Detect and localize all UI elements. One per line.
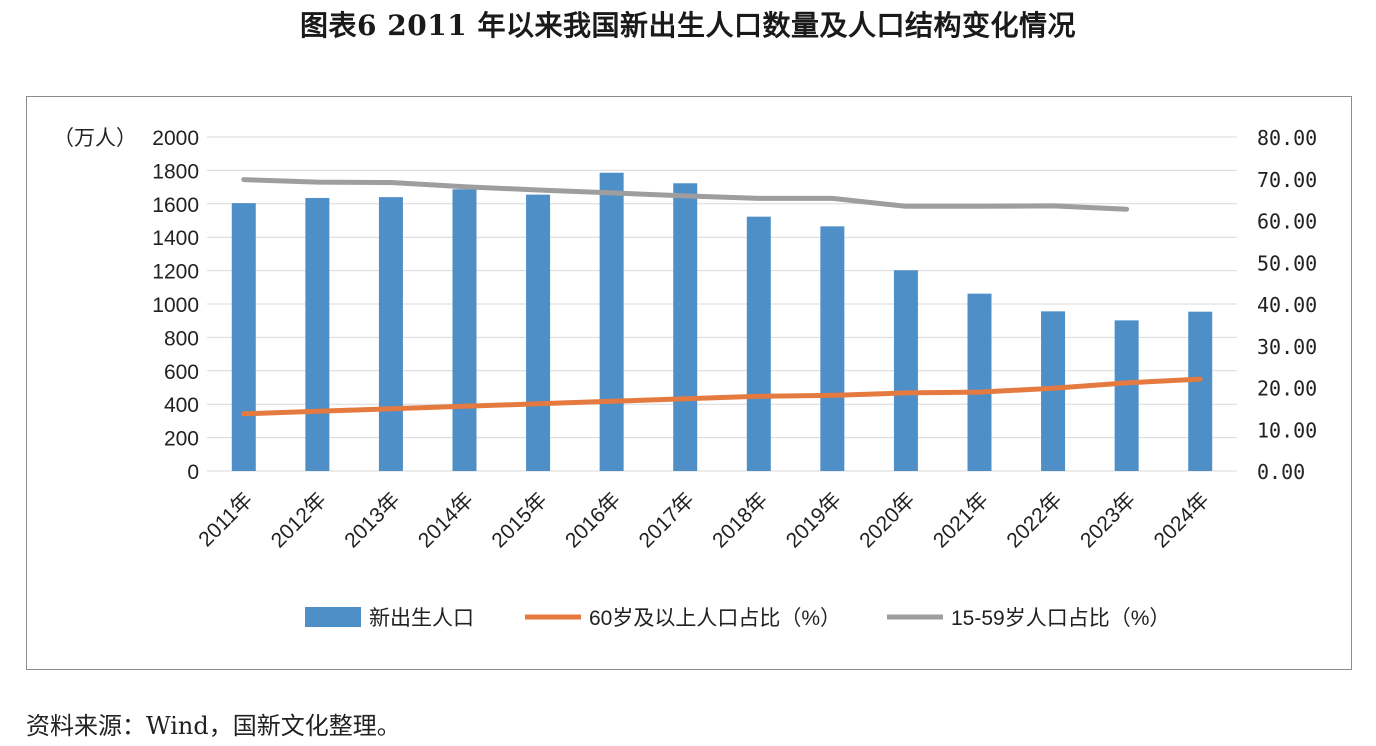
left-axis-tick-label: 1800	[152, 160, 199, 183]
page-title: 图表6 2011 年以来我国新出生人口数量及人口结构变化情况	[300, 9, 1076, 42]
bar-2020年	[893, 270, 918, 471]
left-axis-tick-label: 1200	[152, 261, 199, 284]
left-axis-tick-label: 1400	[152, 227, 199, 250]
category-label: 2020年	[855, 488, 919, 552]
bar-2011年	[231, 203, 256, 471]
category-label: 2024年	[1150, 488, 1214, 552]
right-axis-tick-label: 40.00	[1257, 293, 1317, 317]
legend-label: 新出生人口	[369, 607, 474, 630]
category-label: 2018年	[708, 488, 772, 552]
bar-2013年	[378, 197, 403, 471]
category-label: 2021年	[929, 488, 993, 552]
category-label: 2015年	[487, 488, 551, 552]
right-axis-tick-label: 60.00	[1257, 210, 1317, 234]
right-axis-tick-label: 80.00	[1257, 126, 1317, 150]
legend-swatch-bar	[305, 607, 361, 627]
right-axis-tick-label: 20.00	[1257, 377, 1317, 401]
bar-2014年	[452, 189, 477, 471]
left-axis-tick-label: 2000	[152, 127, 199, 150]
combo-chart: 0 200 400 600 800 1000 1200 1400 1600 1800 2000 （万人…	[53, 126, 1317, 630]
category-label: 2013年	[340, 488, 404, 552]
bar-2012年	[305, 197, 330, 471]
chart-frame: 0 200 400 600 800 1000 1200 1400 1600 1800 2000 （万人…	[26, 96, 1352, 670]
category-label: 2017年	[635, 488, 699, 552]
category-label: 2011年	[194, 488, 257, 551]
category-label: 2012年	[267, 488, 331, 552]
bar-2017年	[673, 183, 698, 471]
bar-2015年	[526, 194, 551, 471]
category-label: 2014年	[414, 488, 478, 552]
right-axis-tick-label: 50.00	[1257, 251, 1317, 275]
legend-label: 15-59岁人口占比（%）	[951, 607, 1170, 630]
bar-2024年	[1188, 311, 1213, 471]
left-axis-tick-label: 200	[164, 428, 199, 451]
left-axis-unit-label: （万人）	[53, 127, 137, 150]
bar-2018年	[746, 216, 771, 471]
right-axis-tick-label: 0.00	[1257, 460, 1305, 484]
right-axis-tick-label: 30.00	[1257, 335, 1317, 359]
bar-2023年	[1114, 320, 1139, 471]
series-line-1	[241, 376, 1203, 417]
bar-2021年	[967, 293, 992, 471]
bar-2016年	[599, 172, 624, 471]
left-axis-tick-label: 1600	[152, 194, 199, 217]
legend-label: 60岁及以上人口占比（%）	[589, 607, 841, 630]
left-axis-tick-label: 400	[164, 394, 199, 417]
series-line-2	[241, 177, 1130, 212]
category-label: 2023年	[1076, 488, 1140, 552]
category-label: 2016年	[561, 488, 625, 552]
bar-2019年	[820, 226, 845, 471]
category-label: 2019年	[782, 488, 846, 552]
left-axis-tick-label: 0	[187, 461, 199, 484]
left-axis-tick-label: 1000	[152, 294, 199, 317]
left-axis-tick-label: 600	[164, 361, 199, 384]
left-axis-tick-label: 800	[164, 327, 199, 350]
right-axis-tick-label: 70.00	[1257, 168, 1317, 192]
category-label: 2022年	[1002, 488, 1066, 552]
right-axis-tick-label: 10.00	[1257, 418, 1317, 442]
source-note: 资料来源：Wind，国新文化整理。	[26, 712, 401, 740]
